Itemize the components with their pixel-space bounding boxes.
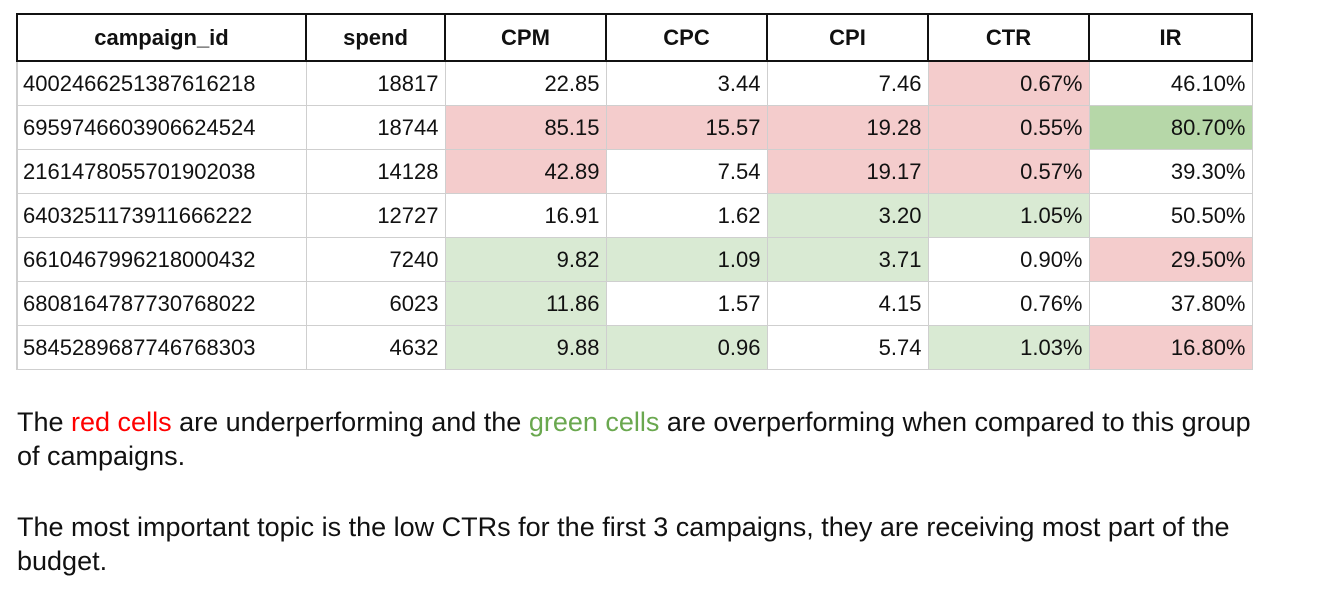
header-cpm: CPM <box>444 13 607 62</box>
header-spend: spend <box>305 13 446 62</box>
note-text: The <box>17 407 72 437</box>
cell-cpc: 0.96 <box>605 325 768 370</box>
cell-campaign-id: 2161478055701902038 <box>16 149 307 194</box>
cell-cpi: 3.71 <box>766 237 929 282</box>
table-row: 6403251173911666222 12727 16.91 1.62 3.2… <box>16 193 1253 238</box>
cell-ir: 50.50% <box>1088 193 1253 238</box>
table-row: 4002466251387616218 18817 22.85 3.44 7.4… <box>16 60 1253 106</box>
cell-campaign-id: 6610467996218000432 <box>16 237 307 282</box>
cell-cpm: 22.85 <box>444 60 607 106</box>
cell-spend: 18744 <box>305 105 446 150</box>
cell-cpi: 5.74 <box>766 325 929 370</box>
cell-spend: 14128 <box>305 149 446 194</box>
note-text: are underperforming and the <box>171 407 529 437</box>
header-ir: IR <box>1088 13 1253 62</box>
cell-ctr: 1.05% <box>927 193 1090 238</box>
header-ctr: CTR <box>927 13 1090 62</box>
insight-note: The most important topic is the low CTRs… <box>17 512 1230 576</box>
cell-ctr: 0.90% <box>927 237 1090 282</box>
cell-cpc: 1.57 <box>605 281 768 326</box>
header-cpc: CPC <box>605 13 768 62</box>
header-cpi: CPI <box>766 13 929 62</box>
cell-campaign-id: 6959746603906624524 <box>16 105 307 150</box>
cell-ir: 37.80% <box>1088 281 1253 326</box>
legend-note: The red cells are underperforming and th… <box>17 405 1267 473</box>
cell-ctr: 1.03% <box>927 325 1090 370</box>
header-row: campaign_id spend CPM CPC CPI CTR IR <box>16 13 1253 62</box>
cell-cpm: 42.89 <box>444 149 607 194</box>
cell-cpm: 9.88 <box>444 325 607 370</box>
cell-ctr: 0.57% <box>927 149 1090 194</box>
cell-ir: 39.30% <box>1088 149 1253 194</box>
table-row: 6959746603906624524 18744 85.15 15.57 19… <box>16 105 1253 150</box>
table-row: 6808164787730768022 6023 11.86 1.57 4.15… <box>16 281 1253 326</box>
cell-cpm: 9.82 <box>444 237 607 282</box>
cell-spend: 6023 <box>305 281 446 326</box>
cell-spend: 7240 <box>305 237 446 282</box>
cell-ir: 46.10% <box>1088 60 1253 106</box>
cell-cpi: 19.28 <box>766 105 929 150</box>
cell-ir: 29.50% <box>1088 237 1253 282</box>
header-campaign-id: campaign_id <box>16 13 307 62</box>
cell-cpc: 1.09 <box>605 237 768 282</box>
cell-cpm: 11.86 <box>444 281 607 326</box>
cell-cpm: 85.15 <box>444 105 607 150</box>
cell-ctr: 0.55% <box>927 105 1090 150</box>
red-cells-label: red cells <box>71 407 172 437</box>
campaign-table: campaign_id spend CPM CPC CPI CTR IR 400… <box>16 13 1253 370</box>
cell-cpi: 3.20 <box>766 193 929 238</box>
cell-campaign-id: 6403251173911666222 <box>16 193 307 238</box>
cell-ctr: 0.67% <box>927 60 1090 106</box>
cell-campaign-id: 4002466251387616218 <box>16 60 307 106</box>
cell-cpc: 3.44 <box>605 60 768 106</box>
cell-cpi: 19.17 <box>766 149 929 194</box>
cell-ir: 80.70% <box>1088 105 1253 150</box>
cell-cpi: 7.46 <box>766 60 929 106</box>
table-row: 2161478055701902038 14128 42.89 7.54 19.… <box>16 149 1253 194</box>
cell-campaign-id: 5845289687746768303 <box>16 325 307 370</box>
note-text: are overperforming when compared to this… <box>17 407 1251 471</box>
cell-cpc: 1.62 <box>605 193 768 238</box>
cell-cpm: 16.91 <box>444 193 607 238</box>
cell-cpc: 15.57 <box>605 105 768 150</box>
table-row: 5845289687746768303 4632 9.88 0.96 5.74 … <box>16 325 1253 370</box>
cell-ir: 16.80% <box>1088 325 1253 370</box>
green-cells-label: green cells <box>528 407 660 437</box>
cell-campaign-id: 6808164787730768022 <box>16 281 307 326</box>
cell-cpi: 4.15 <box>766 281 929 326</box>
cell-spend: 18817 <box>305 60 446 106</box>
table-row: 6610467996218000432 7240 9.82 1.09 3.71 … <box>16 237 1253 282</box>
cell-spend: 4632 <box>305 325 446 370</box>
cell-cpc: 7.54 <box>605 149 768 194</box>
cell-ctr: 0.76% <box>927 281 1090 326</box>
cell-spend: 12727 <box>305 193 446 238</box>
